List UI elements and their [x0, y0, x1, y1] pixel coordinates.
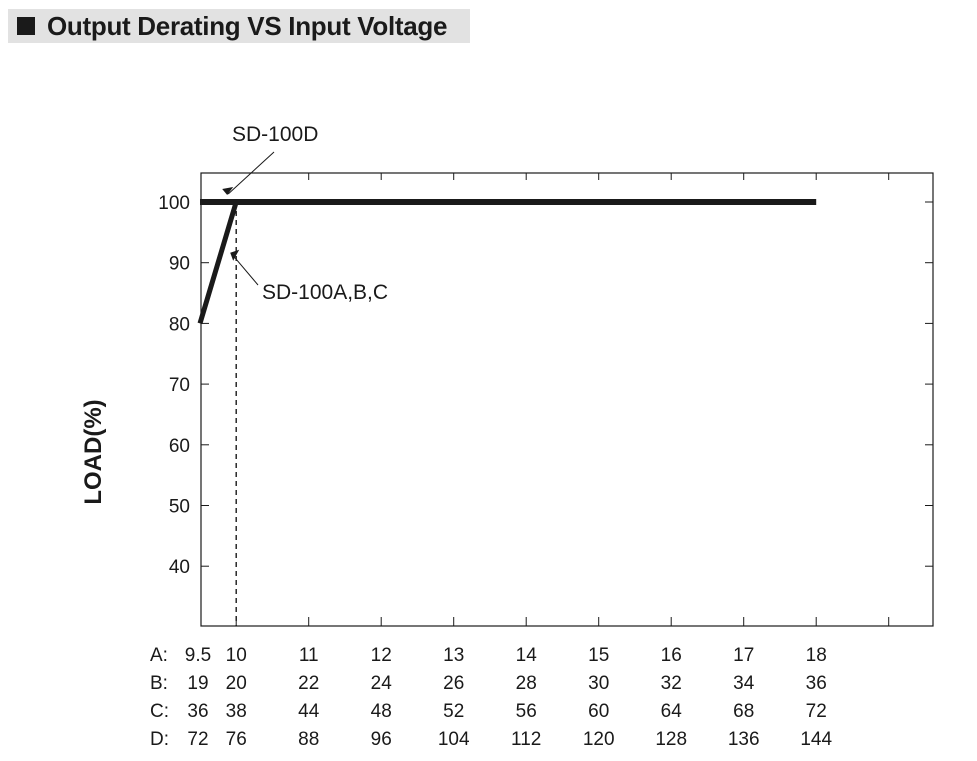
- x-tick-label: 64: [661, 701, 683, 722]
- x-tick-label: 28: [516, 673, 537, 694]
- x-tick-label: 34: [733, 673, 755, 694]
- y-axis-title: LOAD(%): [80, 399, 107, 504]
- x-tick-label: 136: [728, 729, 760, 750]
- section-title: Output Derating VS Input Voltage: [47, 11, 448, 41]
- x-tick-label: 18: [806, 645, 827, 666]
- x-tick-label: 20: [226, 673, 247, 694]
- x-row-label: C:: [150, 701, 169, 722]
- y-tick-label: 40: [169, 557, 190, 578]
- x-tick-label: 120: [583, 729, 615, 750]
- x-tick-label: 44: [298, 701, 320, 722]
- x-tick-label: 10: [226, 645, 247, 666]
- annotation-arrow-line: [232, 255, 259, 286]
- y-tick-label: 50: [169, 497, 190, 518]
- x-tick-label: 15: [588, 645, 609, 666]
- plot-frame: [200, 172, 934, 627]
- x-tick-label: 17: [733, 645, 754, 666]
- x-tick-label: 24: [371, 673, 393, 694]
- section-header: Output Derating VS Input Voltage: [8, 9, 470, 43]
- x-tick-label: 128: [655, 729, 687, 750]
- x-tick-label: 11: [299, 645, 319, 666]
- x-tick-label: 12: [371, 645, 392, 666]
- x-tick-label: 36: [187, 701, 208, 722]
- y-tick-label: 60: [169, 436, 190, 457]
- x-tick-label: 22: [298, 673, 319, 694]
- annotation-sd-100d: SD-100D: [232, 123, 318, 146]
- y-tick-label: 90: [169, 254, 190, 275]
- x-tick-label: 14: [516, 645, 538, 666]
- x-tick-label: 72: [806, 701, 827, 722]
- annotation-arrowhead: [230, 249, 240, 261]
- x-tick-label: 56: [516, 701, 537, 722]
- x-row-label: A:: [150, 645, 168, 666]
- x-row-label: B:: [150, 673, 168, 694]
- x-tick-label: 48: [371, 701, 392, 722]
- series-sd-100abc: [197, 201, 239, 325]
- x-tick-label: 104: [438, 729, 470, 750]
- x-tick-label: 144: [800, 729, 832, 750]
- x-tick-label: 96: [371, 729, 392, 750]
- x-tick-label: 68: [733, 701, 754, 722]
- y-tick-label: 70: [169, 375, 190, 396]
- x-tick-label: 60: [588, 701, 609, 722]
- y-tick-label: 80: [169, 314, 190, 335]
- annotation-arrow-line: [227, 151, 275, 195]
- x-tick-label: 88: [298, 729, 319, 750]
- x-tick-label: 72: [187, 729, 208, 750]
- y-tick-label: 100: [158, 193, 190, 214]
- x-tick-label: 30: [588, 673, 609, 694]
- x-tick-label: 52: [443, 701, 464, 722]
- x-tick-label: 36: [806, 673, 827, 694]
- bullet-square-icon: [17, 17, 35, 35]
- x-tick-label: 26: [443, 673, 464, 694]
- x-tick-label: 19: [187, 673, 208, 694]
- x-tick-label: 38: [226, 701, 247, 722]
- x-tick-label: 32: [661, 673, 682, 694]
- x-tick-label: 76: [226, 729, 247, 750]
- x-tick-label: 112: [511, 729, 541, 750]
- x-tick-label: 16: [661, 645, 682, 666]
- x-row-label: D:: [150, 729, 169, 750]
- annotation-arrowhead: [222, 187, 234, 195]
- annotation-sd-100abc: SD-100A,B,C: [262, 281, 388, 304]
- x-tick-label: 13: [443, 645, 464, 666]
- x-tick-label: 9.5: [185, 645, 211, 666]
